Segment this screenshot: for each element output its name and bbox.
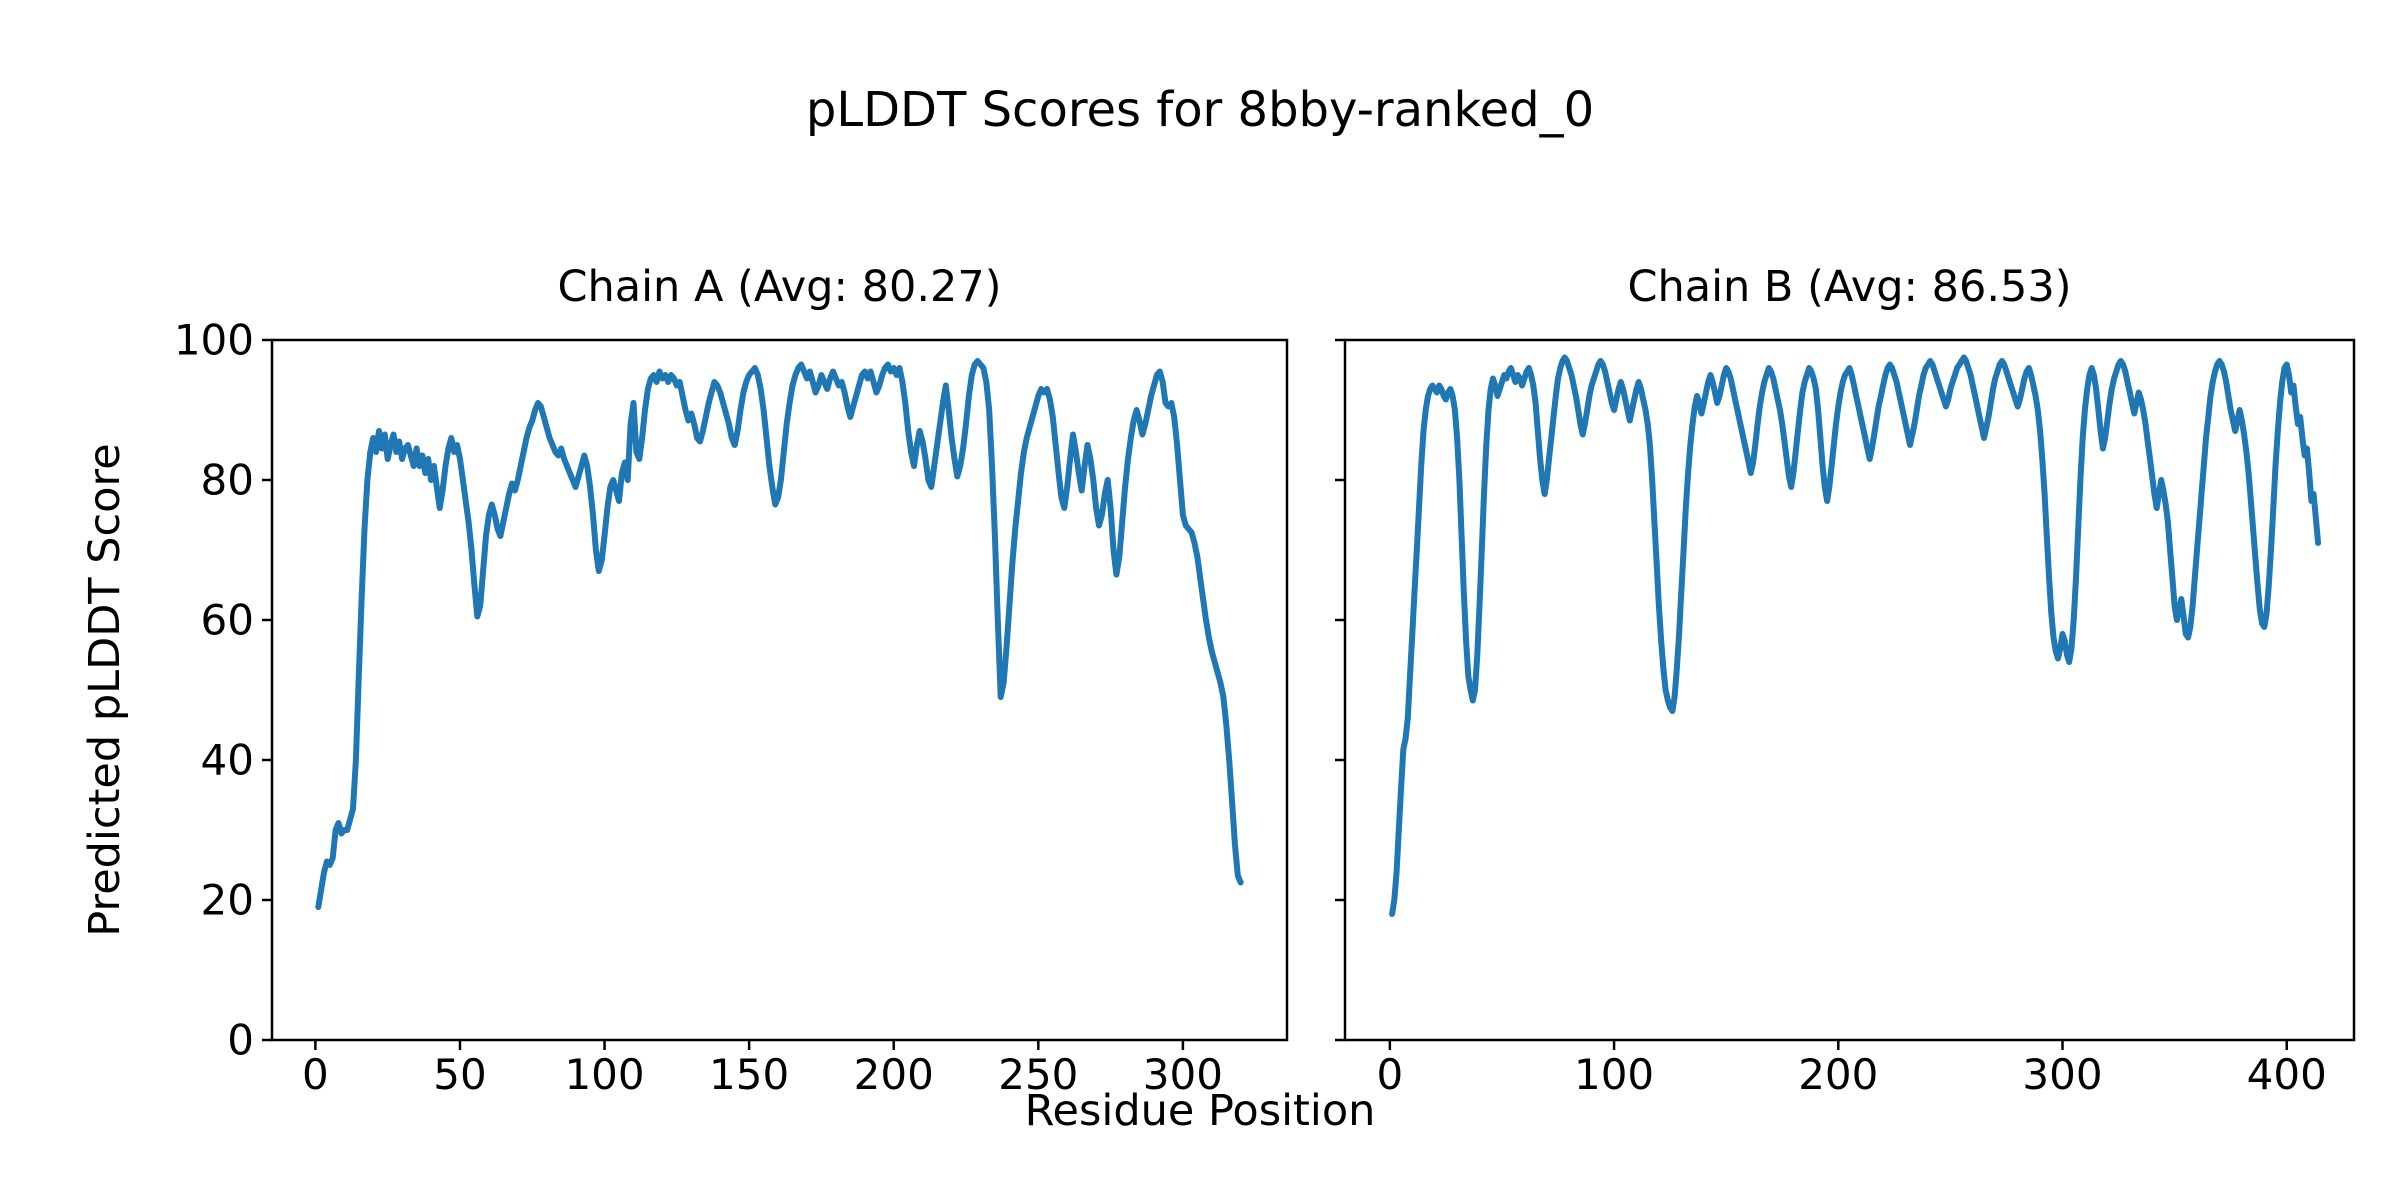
- x-tick-label: 300: [1143, 1050, 1223, 1099]
- x-tick-label: 100: [564, 1050, 644, 1099]
- plddt-line-chain-a: [315, 358, 1244, 910]
- x-tick-label: 0: [1376, 1050, 1403, 1099]
- axes-frame-chain-a: [270, 338, 1289, 1042]
- x-axis-label: Residue Position: [1024, 1086, 1376, 1136]
- x-tick-label: 200: [1798, 1050, 1878, 1099]
- y-tick-label: 60: [201, 596, 254, 645]
- subplot-title-chain-b: Chain B (Avg: 86.53): [1627, 262, 2072, 312]
- x-tick-label: 250: [998, 1050, 1078, 1099]
- x-tick-label: 0: [302, 1050, 329, 1099]
- x-tick-label: 50: [433, 1050, 486, 1099]
- y-tick-label: 20: [201, 876, 254, 925]
- y-tick-label: 100: [174, 316, 254, 365]
- plddt-line-chain-b: [1389, 354, 2322, 917]
- x-tick-label: 400: [2247, 1050, 2327, 1099]
- subplot-title-chain-a: Chain A (Avg: 80.27): [557, 262, 1002, 312]
- y-tick-label: 80: [201, 456, 254, 505]
- axes-frame-chain-b: [1343, 338, 2356, 1042]
- y-tick-label: 40: [201, 736, 254, 785]
- figure-title: pLDDT Scores for 8bby-ranked_0: [805, 82, 1595, 138]
- x-tick-label: 300: [2022, 1050, 2102, 1099]
- y-tick-label: 0: [227, 1016, 254, 1065]
- x-tick-label: 150: [709, 1050, 789, 1099]
- x-tick-label: 200: [854, 1050, 934, 1099]
- x-tick-label: 100: [1574, 1050, 1654, 1099]
